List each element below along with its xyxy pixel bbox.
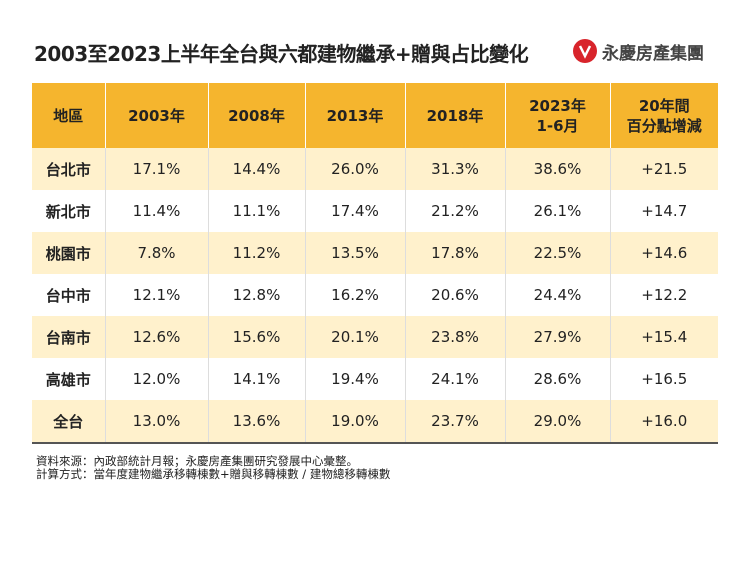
table-cell: 20.1%	[304, 316, 405, 358]
table-cell: 38.6%	[504, 148, 610, 190]
table-row: 台北市 17.1% 14.4% 26.0% 31.3% 38.6% +21.5	[32, 148, 718, 190]
table-row: 桃園市 7.8% 11.2% 13.5% 17.8% 22.5% +14.6	[32, 232, 718, 274]
table-cell: 23.7%	[404, 400, 505, 444]
brand-name: 永慶房產集團	[602, 43, 704, 64]
table-cell: +12.2	[609, 274, 718, 316]
table-cell: 17.4%	[304, 190, 405, 232]
table-cell: 13.6%	[207, 400, 305, 444]
column-header: 地區	[32, 83, 105, 148]
notes: 資料來源：內政部統計月報；永慶房產集團研究發展中心彙整。 計算方式：當年度建物繼承…	[36, 455, 390, 481]
table-cell: 14.4%	[207, 148, 305, 190]
table-cell: 26.1%	[504, 190, 610, 232]
table-cell: 22.5%	[504, 232, 610, 274]
note: 資料來源：內政部統計月報；永慶房產集團研究發展中心彙整。	[36, 454, 358, 468]
table-cell: +21.5	[609, 148, 718, 190]
table-cell: +14.7	[609, 190, 718, 232]
table-cell: 14.1%	[207, 358, 305, 400]
table-cell: 12.1%	[104, 274, 208, 316]
table-cell: 16.2%	[304, 274, 405, 316]
table-cell: 台北市	[32, 148, 105, 190]
table-cell: 19.0%	[304, 400, 405, 444]
table-row: 台中市 12.1% 12.8% 16.2% 20.6% 24.4% +12.2	[32, 274, 718, 316]
table-cell: +16.0	[609, 400, 718, 444]
column-header: 2018年	[404, 83, 505, 148]
table-cell: 台中市	[45, 286, 91, 305]
table-cell: 11.1%	[207, 190, 305, 232]
note: 計算方式：當年度建物繼承移轉棟數+贈與移轉棟數 / 建物總移轉棟數	[36, 467, 391, 481]
table-cell: 12.0%	[104, 358, 208, 400]
table-cell: 13.5%	[304, 232, 405, 274]
table-cell: 21.2%	[404, 190, 505, 232]
table-cell: 20.6%	[404, 274, 505, 316]
table-row: 台南市 12.6% 15.6% 20.1% 23.8% 27.9% +15.4	[32, 316, 718, 358]
header-row: 地區 2003年 2008年 2013年 2018年 2023年 1-6月 20年間 百分點…	[32, 83, 718, 148]
table-cell: +16.5	[609, 358, 718, 400]
table-cell: 28.6%	[504, 358, 610, 400]
column-header: 20年間 百分點增減	[609, 83, 718, 148]
table-cell: 15.6%	[207, 316, 305, 358]
table-cell: 27.9%	[504, 316, 610, 358]
table-cell: 7.8%	[104, 232, 208, 274]
brand-logo	[573, 39, 597, 63]
table-cell: 11.4%	[104, 190, 208, 232]
title: 2003至2023上半年全台與六都建物繼承+贈與占比變化	[34, 42, 529, 66]
column-header: 2003年	[104, 83, 208, 148]
table-cell: 17.8%	[404, 232, 505, 274]
table-cell: +15.4	[609, 316, 718, 358]
table-cell: 29.0%	[504, 400, 610, 444]
table-cell: 23.8%	[404, 316, 505, 358]
table-cell: 31.3%	[404, 148, 505, 190]
table-row: 高雄市 12.0% 14.1% 19.4% 24.1% 28.6% +16.5	[32, 358, 718, 400]
table-row: 新北市 11.4% 11.1% 17.4% 21.2% 26.1% +14.7	[32, 190, 718, 232]
table-cell: +14.6	[609, 232, 718, 274]
table-cell: 17.1%	[104, 148, 208, 190]
table-body: 台北市 17.1% 14.4% 26.0% 31.3% 38.6% +21.5 新北市 11.4…	[32, 148, 718, 444]
table-cell: 桃園市	[32, 232, 105, 274]
table-cell: 11.2%	[207, 232, 305, 274]
table-cell: 13.0%	[104, 400, 208, 444]
column-header: 2013年	[304, 83, 405, 148]
table-cell: 26.0%	[304, 148, 405, 190]
table-cell: 12.6%	[104, 316, 208, 358]
table-cell: 新北市	[45, 202, 91, 221]
column-header: 2023年 1-6月	[504, 83, 610, 148]
table-cell: 全台	[32, 400, 105, 444]
table-cell: 台南市	[32, 316, 105, 358]
table-cell: 19.4%	[304, 358, 405, 400]
brand: 永慶房產集團	[572, 38, 704, 64]
table-cell: 高雄市	[45, 370, 91, 389]
column-header: 2008年	[207, 83, 305, 148]
data-table: 地區 2003年 2008年 2013年 2018年 2023年 1-6月 20年間 百分點…	[32, 83, 718, 444]
table-cell: 24.1%	[404, 358, 505, 400]
table-cell: 12.8%	[207, 274, 305, 316]
table-row: 全台 13.0% 13.6% 19.0% 23.7% 29.0% +16.0	[32, 400, 718, 444]
table-cell: 24.4%	[504, 274, 610, 316]
